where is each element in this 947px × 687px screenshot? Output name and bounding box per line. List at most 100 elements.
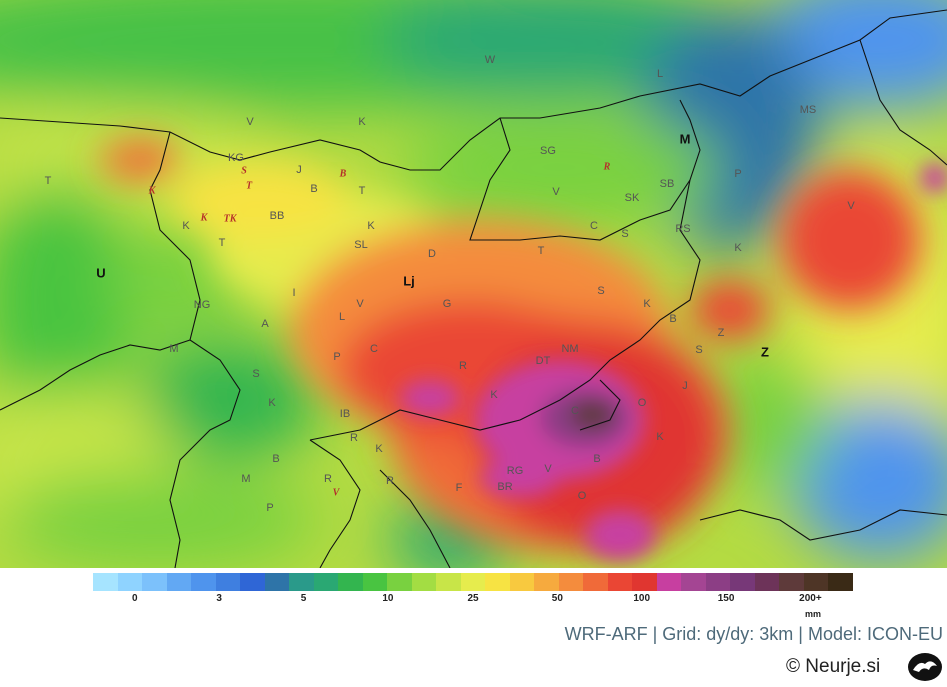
place-label: J <box>296 164 302 176</box>
color-swatch <box>191 573 216 591</box>
precipitation-field <box>0 0 947 568</box>
brand-name: © Neurje.si <box>786 656 881 677</box>
place-label: S <box>621 228 629 240</box>
place-label: B <box>669 313 677 325</box>
place-label: R <box>324 473 332 485</box>
place-label: T <box>218 237 226 249</box>
station-label: K <box>148 185 156 197</box>
color-swatch <box>534 573 559 591</box>
place-label: K <box>268 397 276 409</box>
place-label: R <box>459 360 467 372</box>
color-swatch <box>509 573 535 591</box>
place-label: M <box>679 131 691 147</box>
place-label: D <box>428 248 436 260</box>
model-credit: WRF-ARF | Grid: dy/dy: 3km | Model: ICON… <box>564 624 943 644</box>
color-scale-tick-label: 25 <box>467 593 479 604</box>
color-swatch <box>681 573 706 591</box>
color-swatch <box>632 573 657 591</box>
color-scale-unit: mm <box>805 609 822 619</box>
color-swatch <box>779 573 804 591</box>
color-swatch <box>803 573 829 591</box>
color-swatch <box>485 573 510 591</box>
place-label: K <box>643 298 651 310</box>
color-swatch <box>705 573 731 591</box>
place-label: K <box>358 116 366 128</box>
place-label: P <box>266 502 274 514</box>
neurje-logo-icon <box>908 653 942 681</box>
place-label: Z <box>717 327 725 339</box>
place-label: I <box>292 287 296 299</box>
color-scale-bar <box>93 573 853 591</box>
place-label: S <box>695 344 703 356</box>
place-label: NM <box>561 343 579 355</box>
place-label: O <box>577 490 587 502</box>
color-swatch <box>313 573 339 591</box>
place-label: T <box>44 175 52 187</box>
station-label: V <box>332 487 340 499</box>
place-label: RG <box>506 465 524 477</box>
place-label: A <box>261 318 269 330</box>
place-label: K <box>375 443 383 455</box>
place-label: SK <box>624 192 640 204</box>
place-label: S <box>252 368 260 380</box>
color-scale-tick-label: 200+ <box>799 593 822 604</box>
place-label: C <box>590 220 598 232</box>
color-scale-tick-label: 10 <box>382 593 394 604</box>
color-swatch <box>166 573 192 591</box>
color-scale-tick-label: 0 <box>132 593 138 604</box>
color-swatch <box>240 573 265 591</box>
place-label: MS <box>799 104 817 116</box>
place-label: B <box>272 453 280 465</box>
color-scale-tick-label: 150 <box>717 593 735 604</box>
place-label: G <box>442 298 452 310</box>
place-label: J <box>682 380 688 392</box>
place-label: K <box>734 242 742 254</box>
color-swatch <box>411 573 437 591</box>
place-label: T <box>537 245 545 257</box>
place-label: M <box>169 343 179 355</box>
place-label: V <box>544 463 552 475</box>
color-scale-tick-label: 3 <box>216 593 222 604</box>
color-swatch <box>142 573 167 591</box>
place-label: C <box>571 405 579 417</box>
place-label: R <box>386 475 394 487</box>
color-swatch <box>436 573 461 591</box>
color-swatch <box>387 573 412 591</box>
station-label: S <box>241 165 247 177</box>
precipitation-map: W L V K MS M KG SG T J B T V SB P SK V K BB K C S RS T SL T K D U Lj S… <box>0 0 947 568</box>
place-label: V <box>847 200 855 212</box>
place-label: P <box>734 168 742 180</box>
color-swatch <box>362 573 388 591</box>
place-label: O <box>637 397 647 409</box>
color-swatch <box>93 573 118 591</box>
color-swatch <box>215 573 241 591</box>
station-label: T <box>245 180 253 192</box>
place-label: IB <box>339 408 351 420</box>
color-scale-tick-label: 50 <box>551 593 563 604</box>
place-label: B <box>310 183 318 195</box>
place-label: M <box>241 473 251 485</box>
place-label: V <box>246 116 254 128</box>
color-swatch <box>583 573 608 591</box>
place-label: K <box>490 389 498 401</box>
place-label: W <box>484 54 496 66</box>
color-swatch <box>607 573 633 591</box>
color-swatch <box>264 573 290 591</box>
place-label: SL <box>354 239 368 251</box>
station-label: K <box>200 212 208 224</box>
place-label: Z <box>761 344 769 360</box>
place-label: SG <box>540 145 556 157</box>
place-label: RS <box>675 223 691 235</box>
place-label: V <box>356 298 364 310</box>
place-label: C <box>370 343 378 355</box>
station-label: TK <box>223 213 237 225</box>
color-scale-ticks: 0 3 5 10 25 50 100 150 200+ <box>93 593 853 619</box>
place-label: K <box>656 431 664 443</box>
place-label: KG <box>228 152 244 164</box>
place-label: K <box>182 220 190 232</box>
color-swatch <box>289 573 314 591</box>
color-swatch <box>730 573 755 591</box>
color-swatch <box>558 573 584 591</box>
border-lines <box>0 9 947 568</box>
station-label: B <box>339 168 347 180</box>
